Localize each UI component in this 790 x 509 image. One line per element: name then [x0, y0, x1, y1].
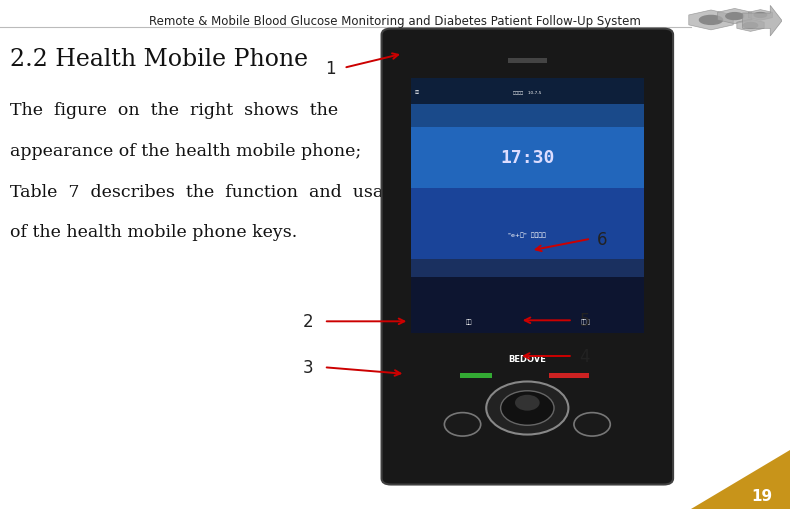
Circle shape [743, 23, 758, 29]
Circle shape [699, 16, 723, 25]
Bar [507, 59, 547, 64]
Circle shape [444, 413, 480, 436]
Text: Remote & Mobile Blood Glucose Monitoring and Diabetes Patient Follow-Up System: Remote & Mobile Blood Glucose Monitoring… [149, 15, 641, 28]
Text: 3: 3 [303, 358, 314, 377]
Polygon shape [717, 9, 752, 24]
Circle shape [501, 391, 554, 426]
Polygon shape [737, 20, 764, 32]
Polygon shape [689, 11, 733, 31]
Bar [411, 260, 644, 305]
Bar [460, 374, 491, 379]
FancyBboxPatch shape [382, 30, 673, 485]
Bar [411, 79, 644, 333]
Text: Table  7  describes  the  function  and  usage: Table 7 describes the function and usage [10, 183, 405, 200]
Bar [411, 79, 644, 104]
Polygon shape [743, 6, 782, 37]
Text: 2.2 Health Mobile Phone: 2.2 Health Mobile Phone [10, 48, 308, 71]
Circle shape [486, 382, 569, 435]
Circle shape [515, 395, 540, 411]
Circle shape [726, 14, 743, 20]
Polygon shape [748, 11, 773, 21]
Circle shape [574, 413, 610, 436]
Text: The  figure  on  the  right  shows  the: The figure on the right shows the [10, 102, 338, 119]
Bar [411, 188, 644, 260]
Text: 4: 4 [579, 347, 590, 365]
Text: appearance of the health mobile phone;: appearance of the health mobile phone; [10, 143, 362, 159]
Text: 开始: 开始 [415, 90, 419, 94]
Bar [411, 104, 644, 127]
Text: 19: 19 [751, 488, 773, 503]
Text: 6: 6 [596, 230, 608, 248]
Text: 联系人: 联系人 [581, 319, 590, 324]
Text: "e+医"  健康顾问: "e+医" 健康顾问 [509, 232, 546, 237]
Text: of the health mobile phone keys.: of the health mobile phone keys. [10, 224, 298, 241]
Bar [411, 127, 644, 188]
Text: 5: 5 [579, 312, 590, 330]
Text: 2: 2 [303, 313, 314, 331]
Text: BEDOVE: BEDOVE [509, 354, 546, 363]
Circle shape [754, 14, 766, 18]
Text: 17:30: 17:30 [500, 149, 555, 167]
Text: 1: 1 [325, 60, 336, 78]
Bar [550, 374, 589, 379]
Bar [411, 277, 644, 333]
Text: 中国移动    10-7-5: 中国移动 10-7-5 [514, 90, 541, 94]
Text: 通知: 通知 [466, 319, 472, 324]
Polygon shape [691, 450, 790, 509]
